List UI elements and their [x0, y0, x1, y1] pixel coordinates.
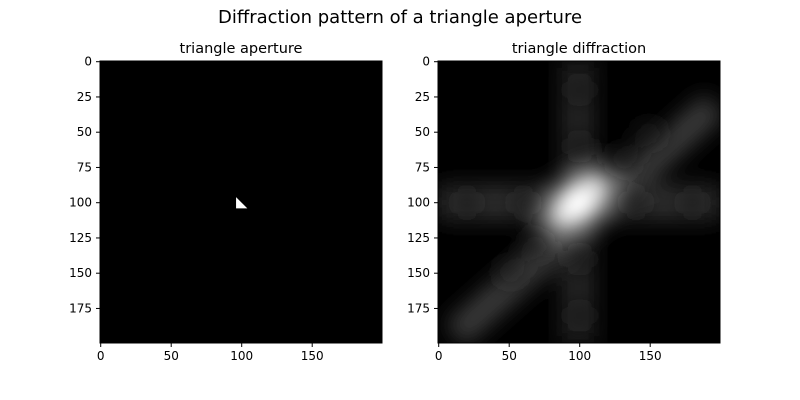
- aperture-axis-ticks: 0 50 100 150 0 25 50 75 100 125 150 175: [69, 55, 324, 363]
- diffraction-panel: triangle diffraction 0 50 100 150 0 25 50 75 100…: [407, 41, 721, 363]
- y-tick-label: 25: [415, 90, 430, 104]
- x-tick-label: 50: [164, 349, 179, 363]
- diffraction-band-lobe: [456, 190, 477, 215]
- x-tick-label: 100: [568, 349, 591, 363]
- diffraction-band-lobe: [567, 305, 592, 326]
- x-tick-label: 150: [639, 349, 662, 363]
- y-tick-label: 175: [69, 301, 92, 315]
- diffraction-side-lobe: [610, 149, 639, 168]
- y-tick-label: 175: [407, 301, 430, 315]
- diffraction-image: [438, 61, 720, 343]
- diffraction-band-lobe: [567, 136, 592, 157]
- diffraction-side-lobe: [521, 238, 550, 257]
- x-tick-label: 100: [230, 349, 253, 363]
- y-tick-label: 0: [84, 55, 92, 69]
- aperture-panel: triangle aperture 0 50 100 150 0 25 50 75 100 125…: [69, 41, 383, 363]
- y-tick-label: 150: [69, 266, 92, 280]
- y-tick-label: 50: [415, 125, 430, 139]
- diffraction-side-lobe: [634, 124, 663, 143]
- aperture-triangle: [236, 197, 248, 209]
- y-tick-label: 75: [77, 160, 92, 174]
- diffraction-axis-ticks: 0 50 100 150 0 25 50 75 100 125 150 175: [407, 55, 662, 363]
- y-tick-label: 0: [422, 55, 430, 69]
- aperture-frame: [99, 60, 383, 344]
- diffraction-band-lobe: [567, 249, 592, 270]
- y-tick-label: 50: [77, 125, 92, 139]
- diffraction-ripples: [456, 79, 703, 326]
- diffraction-core: [553, 178, 605, 226]
- y-tick-label: 100: [69, 196, 92, 210]
- diffraction-peak: [565, 191, 591, 215]
- diffraction-band-lobe: [626, 190, 647, 215]
- y-tick-label: 150: [407, 266, 430, 280]
- diffraction-band-lobe: [513, 190, 534, 215]
- figure-title: Diffraction pattern of a triangle apertu…: [218, 7, 582, 28]
- diffraction-band-lobe: [682, 190, 703, 215]
- x-tick-label: 150: [301, 349, 324, 363]
- x-tick-label: 50: [502, 349, 517, 363]
- y-tick-label: 25: [77, 90, 92, 104]
- y-tick-label: 75: [415, 160, 430, 174]
- x-tick-label: 0: [97, 349, 105, 363]
- diffraction-frame: [437, 60, 721, 344]
- y-tick-label: 100: [407, 196, 430, 210]
- diffraction-side-lobe: [496, 262, 525, 281]
- aperture-panel-title: triangle aperture: [180, 41, 303, 57]
- y-tick-label: 125: [69, 231, 92, 245]
- diffraction-band-lobe: [567, 79, 592, 100]
- x-tick-label: 0: [435, 349, 443, 363]
- y-tick-label: 125: [407, 231, 430, 245]
- diffraction-panel-title: triangle diffraction: [512, 41, 646, 57]
